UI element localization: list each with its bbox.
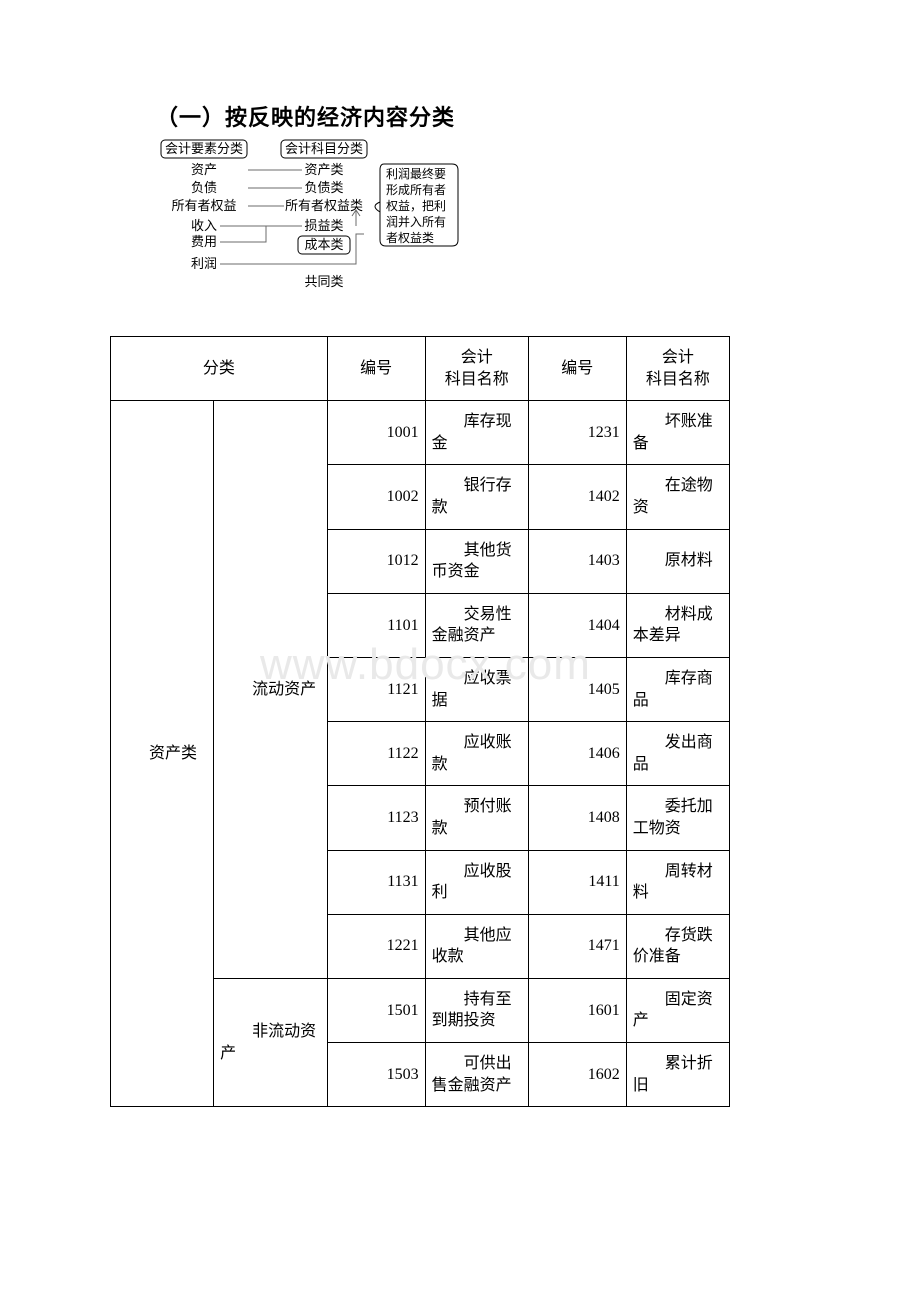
svg-text:者权益类: 者权益类 bbox=[386, 231, 434, 245]
diagram-right-header: 会计科目分类 bbox=[285, 141, 363, 156]
classification-diagram: 会计要素分类 会计科目分类 资产 负债 所有者权益 收入 费用 利润 资产类 负… bbox=[156, 138, 516, 318]
svg-text:费用: 费用 bbox=[191, 234, 217, 249]
cat2-cell: 流动资产 bbox=[214, 401, 327, 979]
svg-text:资产类: 资产类 bbox=[304, 162, 343, 177]
svg-text:收入: 收入 bbox=[191, 218, 217, 233]
svg-text:负债类: 负债类 bbox=[304, 180, 343, 195]
accounts-table: 分类 编号 会计科目名称 编号 会计科目名称 资产类 流动资产 1001 库存现… bbox=[110, 336, 730, 1107]
svg-text:形成所有者: 形成所有者 bbox=[386, 183, 446, 197]
header-code-1: 编号 bbox=[327, 337, 425, 401]
svg-text:资产: 资产 bbox=[191, 162, 217, 177]
svg-text:负债: 负债 bbox=[191, 180, 217, 195]
table-body: 资产类 流动资产 1001 库存现金 1231 坏账准备 1002银行存款 14… bbox=[111, 401, 730, 1107]
svg-text:成本类: 成本类 bbox=[304, 237, 343, 252]
svg-text:利润最终要: 利润最终要 bbox=[386, 166, 446, 181]
cat2-cell: 非流动资产 bbox=[214, 978, 327, 1106]
name-cell: 库存现金 bbox=[425, 401, 528, 465]
diagram-left-header: 会计要素分类 bbox=[165, 141, 243, 156]
header-code-2: 编号 bbox=[528, 337, 626, 401]
svg-text:润并入所有: 润并入所有 bbox=[386, 215, 446, 229]
svg-text:利润: 利润 bbox=[191, 256, 217, 271]
cat1-cell: 资产类 bbox=[111, 401, 214, 1107]
code-cell: 1231 bbox=[528, 401, 626, 465]
svg-text:权益，把利: 权益，把利 bbox=[386, 199, 446, 213]
section-heading: （一）按反映的经济内容分类 bbox=[156, 100, 810, 132]
svg-text:共同类: 共同类 bbox=[304, 274, 343, 289]
table-row: 资产类 流动资产 1001 库存现金 1231 坏账准备 bbox=[111, 401, 730, 465]
table-header-row: 分类 编号 会计科目名称 编号 会计科目名称 bbox=[111, 337, 730, 401]
header-name-1: 会计科目名称 bbox=[425, 337, 528, 401]
header-category: 分类 bbox=[111, 337, 328, 401]
svg-text:所有者权益类: 所有者权益类 bbox=[285, 198, 363, 213]
name-cell: 坏账准备 bbox=[626, 401, 729, 465]
header-name-2: 会计科目名称 bbox=[626, 337, 729, 401]
svg-text:损益类: 损益类 bbox=[304, 218, 343, 233]
code-cell: 1001 bbox=[327, 401, 425, 465]
svg-text:所有者权益: 所有者权益 bbox=[171, 198, 236, 213]
